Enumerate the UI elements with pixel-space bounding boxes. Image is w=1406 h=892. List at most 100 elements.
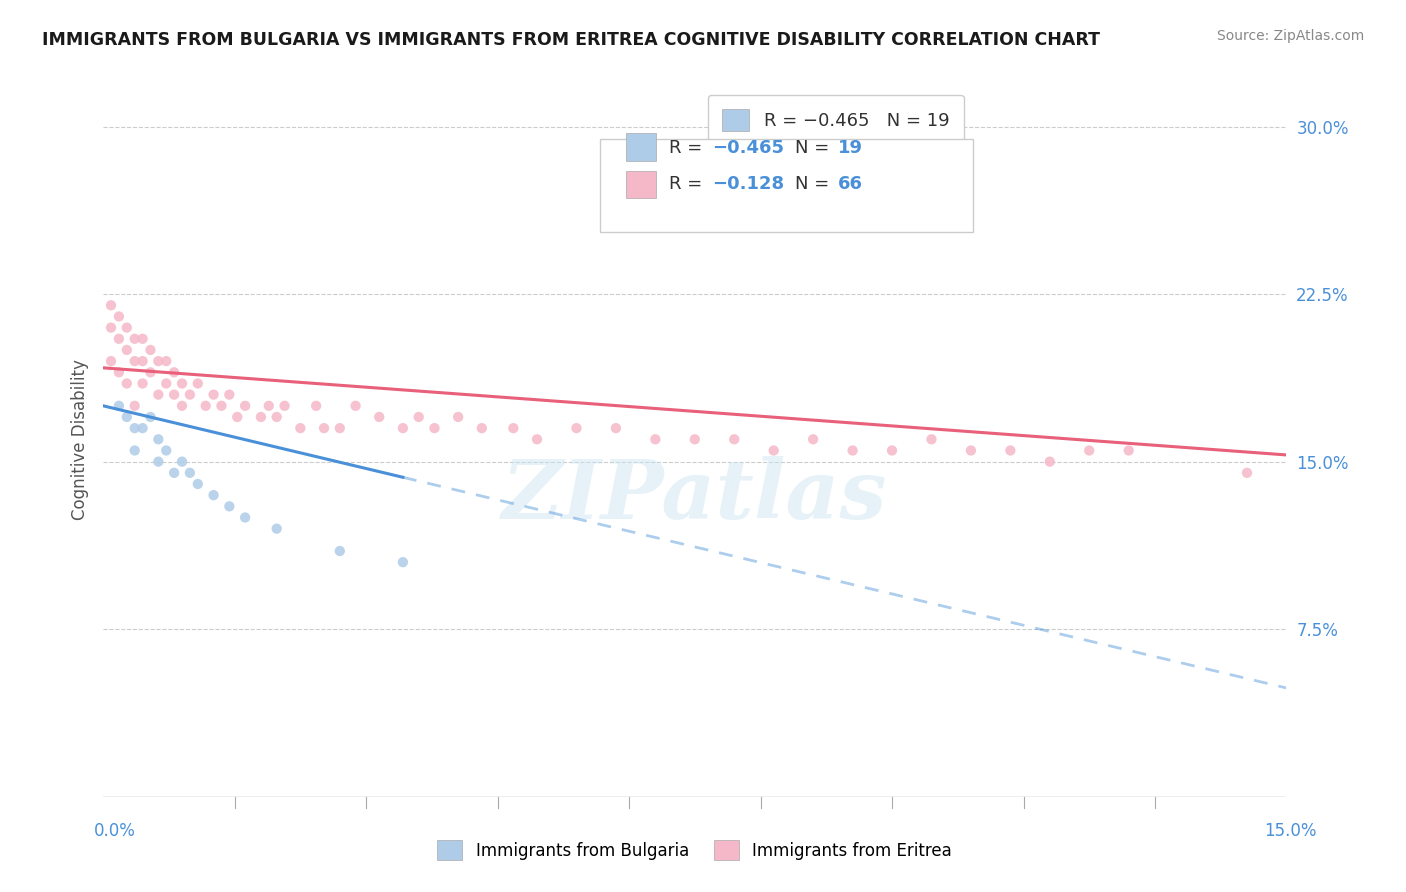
Text: Source: ZipAtlas.com: Source: ZipAtlas.com [1216,29,1364,43]
Point [108,399,131,413]
Text: N =: N = [796,138,835,157]
Point [202,488,225,502]
Point [502,421,524,435]
Point [423,421,446,435]
Point [163,466,186,480]
Point [100,354,122,368]
Point [329,544,352,558]
Point [187,477,209,491]
Point [148,433,170,447]
Text: IMMIGRANTS FROM BULGARIA VS IMMIGRANTS FROM ERITREA COGNITIVE DISABILITY CORRELA: IMMIGRANTS FROM BULGARIA VS IMMIGRANTS F… [42,31,1099,49]
Y-axis label: Cognitive Disability: Cognitive Disability [72,359,89,520]
Point [1000,443,1022,458]
Point [163,365,186,379]
Point [202,387,225,401]
Point [115,376,138,391]
Point [226,409,249,424]
Point [115,343,138,357]
FancyBboxPatch shape [626,134,655,161]
Point [179,466,201,480]
Point [108,332,131,346]
Point [187,376,209,391]
Point [368,409,391,424]
Point [131,376,153,391]
Point [163,387,186,401]
Point [194,399,217,413]
Point [124,354,146,368]
Text: −0.465: −0.465 [713,138,785,157]
Point [305,399,328,413]
Point [108,365,131,379]
Point [257,399,280,413]
Point [408,409,430,424]
Point [723,433,745,447]
Point [124,421,146,435]
Point [108,310,131,324]
Point [312,421,335,435]
Point [273,399,295,413]
Point [155,443,177,458]
Point [124,332,146,346]
Point [139,365,162,379]
Text: ZIPatlas: ZIPatlas [502,457,887,536]
Point [179,387,201,401]
Point [170,455,193,469]
Point [762,443,785,458]
Point [211,399,233,413]
Point [233,399,256,413]
Point [115,320,138,334]
Point [100,298,122,312]
Point [841,443,863,458]
Point [801,433,824,447]
Point [471,421,494,435]
Point [1078,443,1101,458]
Text: 15.0%: 15.0% [1264,822,1317,840]
Point [218,387,240,401]
Point [131,332,153,346]
FancyBboxPatch shape [600,139,973,232]
Point [329,421,352,435]
Point [233,510,256,524]
Point [683,433,706,447]
Point [447,409,470,424]
Point [115,409,138,424]
Point [124,443,146,458]
Point [250,409,273,424]
Point [266,522,288,536]
Point [960,443,983,458]
Point [148,387,170,401]
Text: N =: N = [796,175,835,194]
Point [392,555,415,569]
Point [155,376,177,391]
Text: 66: 66 [838,175,863,194]
Text: 19: 19 [838,138,863,157]
Point [139,409,162,424]
FancyBboxPatch shape [626,171,655,198]
Point [605,421,627,435]
Point [124,399,146,413]
Point [1236,466,1258,480]
Text: R =: R = [669,175,707,194]
Point [644,433,666,447]
Point [139,343,162,357]
Point [880,443,903,458]
Text: R =: R = [669,138,707,157]
Legend: R = −0.465   N = 19, R =  -0.128   N = 66: R = −0.465 N = 19, R = -0.128 N = 66 [707,95,965,177]
Point [131,421,153,435]
Point [266,409,288,424]
Text: −0.128: −0.128 [713,175,785,194]
Point [290,421,312,435]
Point [100,320,122,334]
Point [565,421,588,435]
Point [131,354,153,368]
Point [920,433,942,447]
Point [526,433,548,447]
Point [1039,455,1062,469]
Point [155,354,177,368]
Point [218,500,240,514]
Point [170,399,193,413]
Text: 0.0%: 0.0% [94,822,136,840]
Point [1118,443,1140,458]
Point [344,399,367,413]
Point [148,354,170,368]
